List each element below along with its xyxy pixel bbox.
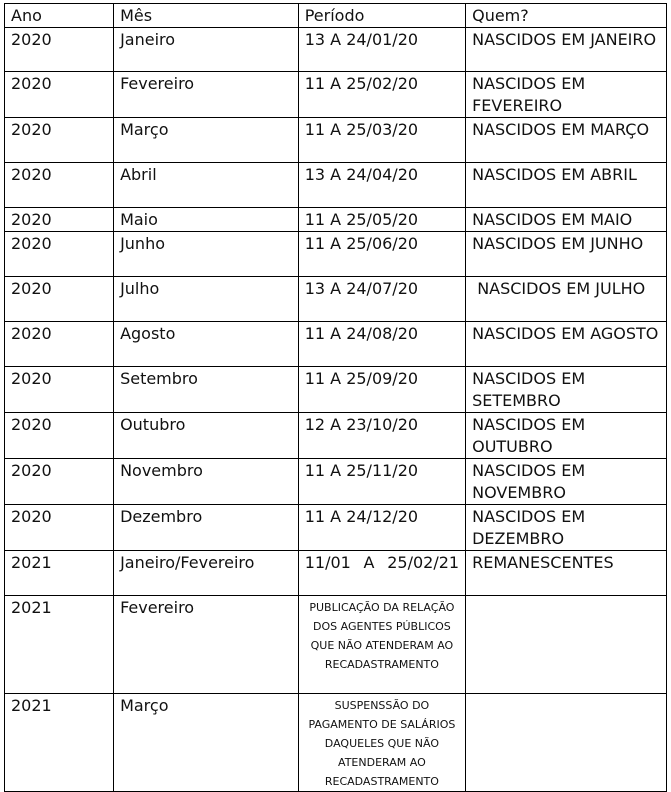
cell-ano: 2020 [3, 71, 115, 118]
cell-periodo: 11 A 25/05/20 [297, 207, 467, 232]
cell-ano: 2021 [3, 595, 115, 694]
cell-mes: Junho [113, 231, 299, 277]
cell-ano: 2020 [3, 231, 115, 277]
table-row: 2020 Julho 13 A 24/07/20 NASCIDOS EM JULHO [3, 276, 667, 322]
table-row: 2020 Abril 13 A 24/04/20 NASCIDOS EM ABRIL [3, 162, 667, 208]
cell-ano: 2020 [3, 366, 115, 413]
cell-mes: Fevereiro [113, 595, 299, 694]
cell-quem [465, 595, 667, 694]
table-row: 2020 Outubro 12 A 23/10/20 NASCIDOS EM OUTU… [3, 412, 667, 459]
table-row: 2021 Janeiro/Fevereiro 11/01 A 25/02/21 REM… [3, 550, 667, 596]
table-row: 2020 Novembro 11 A 25/11/20 NASCIDOS EM NOV… [3, 458, 667, 505]
header-ano: Ano [3, 3, 115, 28]
cell-mes: Fevereiro [113, 71, 299, 118]
cell-quem: NASCIDOS EM MARÇO [465, 117, 667, 163]
header-periodo: Período [297, 3, 467, 28]
cell-ano: 2020 [3, 458, 115, 505]
cell-mes: Julho [113, 276, 299, 322]
cell-periodo: 13 A 24/04/20 [297, 162, 467, 208]
cell-quem: NASCIDOS EM MAIO [465, 207, 667, 232]
cell-periodo: 11 A 25/03/20 [297, 117, 467, 163]
table-row: 2020 Agosto 11 A 24/08/20 NASCIDOS EM AGOST… [3, 321, 667, 367]
table-row: 2020 Junho 11 A 25/06/20 NASCIDOS EM JUNHO [3, 231, 667, 277]
cell-mes: Agosto [113, 321, 299, 367]
cell-quem: NASCIDOS EM SETEMBRO [465, 366, 667, 413]
cell-quem: NASCIDOS EM DEZEMBRO [465, 504, 667, 551]
cell-periodo: SUSPENSSÃO DO PAGAMENTO DE SALÁRIOS DAQU… [297, 693, 467, 792]
cell-ano: 2021 [3, 550, 115, 596]
cell-periodo: 11 A 25/11/20 [297, 458, 467, 505]
cell-periodo: 11 A 25/06/20 [297, 231, 467, 277]
cell-periodo: 11 A 25/09/20 [297, 366, 467, 413]
table-row: 2020 Janeiro 13 A 24/01/20 NASCIDOS EM JANE… [3, 27, 667, 72]
cell-ano: 2020 [3, 162, 115, 208]
cell-quem: NASCIDOS EM JUNHO [465, 231, 667, 277]
cell-periodo: 12 A 23/10/20 [297, 412, 467, 459]
cell-periodo: 11 A 25/02/20 [297, 71, 467, 118]
table-row: 2020 Setembro 11 A 25/09/20 NASCIDOS EM SET… [3, 366, 667, 413]
cell-ano: 2020 [3, 117, 115, 163]
cell-mes: Dezembro [113, 504, 299, 551]
cell-mes: Novembro [113, 458, 299, 505]
cell-mes: Setembro [113, 366, 299, 413]
header-quem: Quem? [465, 3, 667, 28]
cell-mes: Janeiro [113, 27, 299, 72]
schedule-table: Ano Mês Período Quem? 2020 Janeiro 13 A 24… [3, 3, 667, 792]
table-row: 2021 Fevereiro PUBLICAÇÃO DA RELAÇÃO DOS A… [3, 595, 667, 694]
cell-ano: 2020 [3, 321, 115, 367]
header-row: Ano Mês Período Quem? [3, 3, 667, 28]
cell-quem: NASCIDOS EM NOVEMBRO [465, 458, 667, 505]
cell-quem: REMANESCENTES [465, 550, 667, 596]
cell-periodo: 13 A 24/07/20 [297, 276, 467, 322]
table-row: 2020 Dezembro 11 A 24/12/20 NASCIDOS EM DEZ… [3, 504, 667, 551]
cell-ano: 2020 [3, 207, 115, 232]
cell-quem: NASCIDOS EM ABRIL [465, 162, 667, 208]
cell-ano: 2021 [3, 693, 115, 792]
cell-periodo: 11/01 A 25/02/21 [297, 550, 467, 596]
cell-periodo: 11 A 24/08/20 [297, 321, 467, 367]
cell-periodo: 13 A 24/01/20 [297, 27, 467, 72]
table-row: 2020 Maio 11 A 25/05/20 NASCIDOS EM MAIO [3, 207, 667, 232]
cell-mes: Janeiro/Fevereiro [113, 550, 299, 596]
table-row: 2020 Março 11 A 25/03/20 NASCIDOS EM MARÇO [3, 117, 667, 163]
table-row: 2021 Março SUSPENSSÃO DO PAGAMENTO DE SALÁ… [3, 693, 667, 792]
cell-quem: NASCIDOS EM OUTUBRO [465, 412, 667, 459]
cell-mes: Abril [113, 162, 299, 208]
cell-ano: 2020 [3, 27, 115, 72]
cell-quem: NASCIDOS EM AGOSTO [465, 321, 667, 367]
cell-ano: 2020 [3, 412, 115, 459]
header-mes: Mês [113, 3, 299, 28]
cell-mes: Outubro [113, 412, 299, 459]
cell-ano: 2020 [3, 504, 115, 551]
table-row: 2020 Fevereiro 11 A 25/02/20 NASCIDOS EM FE… [3, 71, 667, 118]
cell-periodo: PUBLICAÇÃO DA RELAÇÃO DOS AGENTES PÚBLIC… [297, 595, 467, 694]
cell-quem [465, 693, 667, 792]
cell-mes: Março [113, 693, 299, 792]
cell-mes: Maio [113, 207, 299, 232]
cell-mes: Março [113, 117, 299, 163]
cell-ano: 2020 [3, 276, 115, 322]
cell-quem: NASCIDOS EM JULHO [465, 276, 667, 322]
cell-quem: NASCIDOS EM FEVEREIRO [465, 71, 667, 118]
cell-quem: NASCIDOS EM JANEIRO [465, 27, 667, 72]
cell-periodo: 11 A 24/12/20 [297, 504, 467, 551]
